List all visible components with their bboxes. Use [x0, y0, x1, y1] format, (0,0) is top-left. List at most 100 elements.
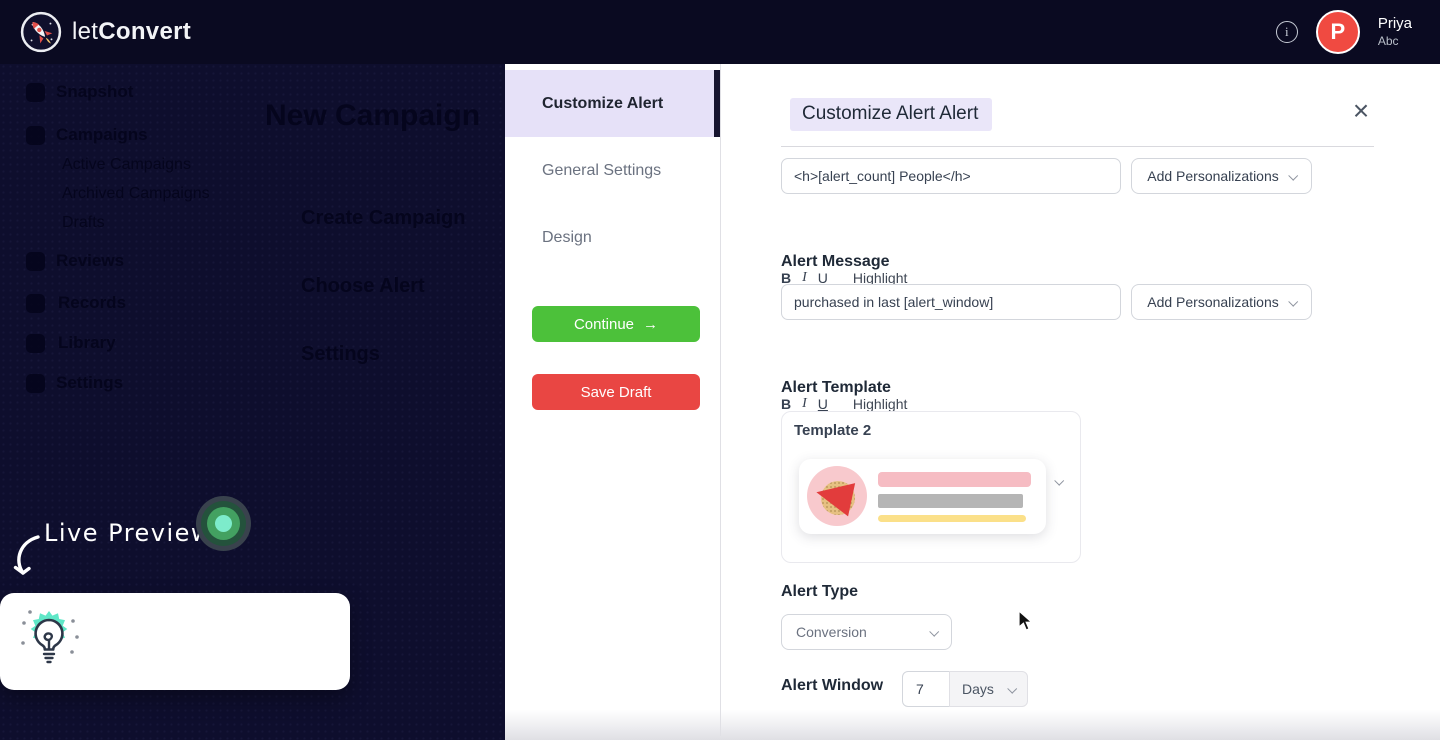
- add-personalizations-label: Add Personalizations: [1147, 168, 1279, 184]
- sidebar-item-archived-campaigns: Archived Campaigns: [62, 185, 210, 202]
- nav-item-customize-alert[interactable]: Customize Alert: [505, 70, 720, 137]
- add-personalizations-button[interactable]: Add Personalizations: [1131, 284, 1312, 320]
- formatting-toolbar: B I U Highlight: [781, 396, 907, 412]
- nav-item-label: General Settings: [542, 161, 662, 179]
- user-avatar[interactable]: P: [1315, 10, 1360, 54]
- template-name: Template 2: [794, 422, 872, 439]
- notification-card: 70 People purchased in last 7 days by Le…: [0, 593, 350, 690]
- divider: [781, 146, 1374, 147]
- sidebar-item-library: Library: [58, 333, 116, 352]
- format-highlight-button[interactable]: Highlight: [852, 270, 908, 286]
- save-draft-button[interactable]: Save Draft: [532, 374, 700, 410]
- modal-bottom-shadow: [505, 710, 1440, 740]
- sidebar-item-campaigns: Campaigns: [56, 125, 148, 144]
- page-title: New Campaign: [265, 99, 481, 132]
- nav-item-label: Customize Alert: [542, 94, 664, 112]
- alert-window-value-input[interactable]: [902, 671, 950, 707]
- user-identity: Priya Abc: [1378, 15, 1412, 49]
- brand-light-text: let: [72, 18, 99, 45]
- chevron-down-icon: [929, 626, 940, 637]
- formatting-toolbar: B I U Highlight: [781, 270, 907, 286]
- alert-type-label: Alert Type: [781, 583, 859, 600]
- alert-window-unit-value: Days: [962, 681, 994, 697]
- chevron-down-icon: [1007, 683, 1018, 694]
- settings-icon: [26, 374, 45, 393]
- sidebar-item-reviews: Reviews: [56, 251, 125, 270]
- preview-avatar-circle: [807, 466, 867, 526]
- step-choose-alert: Choose Alert: [301, 275, 425, 297]
- mouse-cursor: [1018, 610, 1034, 631]
- sidebar-item-snapshot: Snapshot: [56, 82, 134, 101]
- bulb-icon: [21, 610, 79, 664]
- alert-message-label: Alert Message: [781, 253, 890, 270]
- template-card[interactable]: Template 2: [781, 411, 1081, 563]
- add-personalizations-label: Add Personalizations: [1147, 294, 1279, 310]
- sidebar-item-settings: Settings: [56, 373, 124, 392]
- chevron-down-icon: [1288, 296, 1298, 307]
- nav-item-design[interactable]: Design: [505, 204, 720, 271]
- preview-sand-circle: [821, 481, 855, 515]
- preview-line-bar: [878, 515, 1026, 522]
- alert-window-unit-select[interactable]: Days: [949, 671, 1028, 707]
- format-bold-button[interactable]: B: [781, 270, 792, 286]
- format-italic-button[interactable]: I: [802, 270, 807, 285]
- user-name: Priya: [1377, 15, 1412, 33]
- campaigns-icon: [26, 126, 45, 145]
- close-button[interactable]: ×: [1346, 96, 1376, 126]
- preview-line-bar: [878, 472, 1031, 487]
- info-icon[interactable]: i: [1275, 21, 1298, 43]
- template-chevron-down-icon[interactable]: [1054, 475, 1065, 486]
- alert-window-label: Alert Window: [781, 677, 884, 694]
- avatar-initial: P: [1330, 19, 1346, 44]
- close-icon: ×: [1352, 95, 1370, 126]
- alert-message-input[interactable]: [781, 284, 1121, 320]
- alert-type-value: Conversion: [796, 624, 867, 640]
- library-icon: [26, 334, 45, 353]
- curved-arrow-icon: [13, 535, 40, 575]
- sidebar-item-active-campaigns: Active Campaigns: [62, 156, 191, 173]
- modal-title: Customize Alert Alert: [790, 98, 993, 131]
- format-highlight-button[interactable]: Highlight: [852, 396, 908, 412]
- rocket-icon: [20, 11, 62, 53]
- modal-nav: Customize Alert General Settings Design …: [505, 64, 720, 740]
- continue-button[interactable]: Continue →: [532, 306, 700, 342]
- user-org: Abc: [1377, 33, 1399, 48]
- beacon-dot: [215, 515, 232, 532]
- alert-type-select[interactable]: Conversion: [781, 614, 952, 650]
- nav-item-general-settings[interactable]: General Settings: [505, 137, 720, 204]
- preview-triangle-icon: [812, 475, 856, 517]
- reviews-icon: [26, 252, 45, 271]
- live-preview-beacon-toggle[interactable]: [196, 496, 251, 551]
- records-icon: [26, 294, 45, 313]
- preview-line-bar: [878, 494, 1023, 508]
- modal-content: Customize Alert Alert × Add Personalizat…: [720, 64, 1440, 740]
- sidebar-item-records: Records: [58, 293, 127, 312]
- beacon-ring: [201, 501, 246, 546]
- live-preview-label: Live Preview: [44, 519, 213, 547]
- chevron-down-icon: [1288, 170, 1298, 181]
- heading-input[interactable]: [781, 158, 1121, 194]
- topbar: letConvert i P Priya Abc: [0, 0, 1440, 64]
- nav-content-divider: [720, 64, 721, 736]
- format-italic-button[interactable]: I: [802, 396, 807, 411]
- save-draft-label: Save Draft: [580, 383, 652, 401]
- beacon-ring: [207, 507, 240, 540]
- topbar-right: i P Priya Abc: [1275, 10, 1412, 54]
- brand-logo[interactable]: letConvert: [20, 11, 191, 53]
- brand-bold-text: Convert: [98, 18, 192, 45]
- alert-template-label: Alert Template: [781, 379, 891, 396]
- continue-label: Continue: [573, 315, 635, 333]
- arrow-right-icon: →: [643, 315, 659, 333]
- brand-wordmark: letConvert: [72, 18, 191, 46]
- step-create-campaign: Create Campaign: [301, 207, 466, 229]
- format-bold-button[interactable]: B: [781, 396, 792, 412]
- format-underline-button[interactable]: U: [817, 270, 828, 286]
- add-personalizations-button[interactable]: Add Personalizations: [1131, 158, 1312, 194]
- snapshot-icon: [26, 83, 45, 102]
- nav-item-label: Design: [542, 228, 592, 246]
- customize-alert-modal: Customize Alert General Settings Design …: [505, 64, 1440, 740]
- format-underline-button[interactable]: U: [817, 396, 828, 412]
- step-settings: Settings: [301, 343, 380, 365]
- sidebar-item-drafts: Drafts: [62, 214, 105, 231]
